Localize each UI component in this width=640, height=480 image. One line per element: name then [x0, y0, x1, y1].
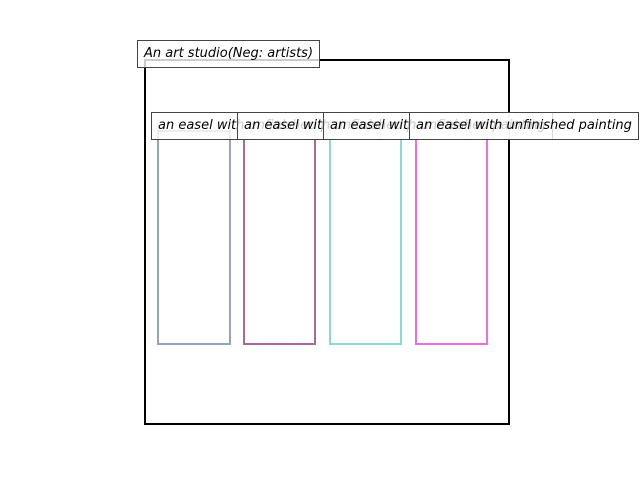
scene-frame [144, 59, 510, 425]
easel-box-4 [415, 130, 488, 345]
easel-label-4: an easel with unfinished painting [409, 112, 639, 140]
scene-caption: An art studio(Neg: artists) [137, 40, 321, 68]
easel-box-1 [157, 130, 231, 345]
easel-box-3 [329, 130, 402, 345]
easel-box-2 [243, 130, 316, 345]
